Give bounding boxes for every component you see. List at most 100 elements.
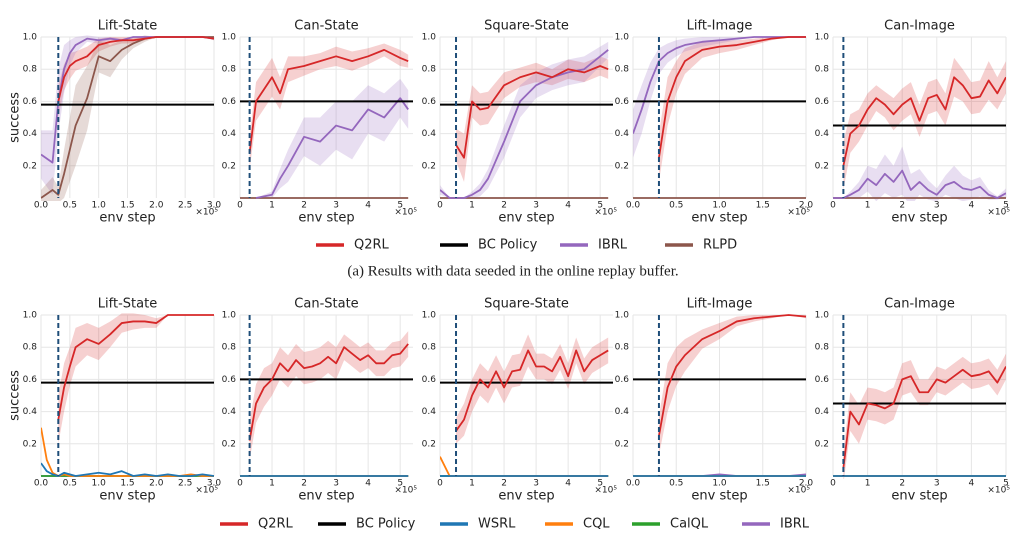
x-axis-label: env step: [891, 489, 947, 504]
y-tick-label: 1.0: [615, 33, 630, 43]
subplot-title: Lift-State: [98, 19, 157, 34]
series-line: [255, 97, 409, 199]
y-tick-label: 0.4: [815, 129, 830, 139]
plot-area: [41, 35, 214, 201]
y-tick-label: 1.0: [422, 33, 437, 43]
series-line: [440, 49, 609, 199]
plot-area: [633, 314, 806, 477]
subplot-title: Square-State: [484, 297, 569, 312]
x-tick-label: 0.5: [63, 479, 77, 489]
y-tick-label: 0.6: [615, 97, 630, 107]
y-tick-label: 1.0: [23, 311, 38, 321]
x-scale-label: ×10⁵: [787, 486, 810, 496]
x-tick-label: 2.0: [799, 479, 814, 489]
x-tick-label: 1: [469, 479, 475, 489]
y-tick-label: 0.2: [222, 161, 236, 171]
x-scale-label: ×10⁵: [787, 208, 810, 218]
y-tick-label: 0.6: [23, 97, 38, 107]
x-tick-label: 1: [269, 479, 275, 489]
x-tick-label: 2: [501, 201, 507, 211]
x-axis-label: env step: [298, 489, 354, 504]
y-tick-label: 0.4: [23, 407, 38, 417]
x-tick-label: 0.0: [626, 201, 641, 211]
series-line: [842, 366, 1006, 469]
series-line: [455, 349, 609, 432]
x-scale-label: ×10⁵: [594, 486, 617, 496]
x-axis-label: env step: [498, 211, 554, 226]
y-tick-label: 0.8: [615, 65, 630, 75]
y-tick-label: 0.4: [615, 407, 630, 417]
series-line: [440, 456, 609, 477]
y-tick-label: 0.4: [23, 129, 38, 139]
series-line: [455, 65, 609, 159]
plot-area: [833, 353, 1006, 479]
x-axis-label: env step: [691, 489, 747, 504]
legend-label: Q2RL: [354, 238, 390, 253]
error-band: [456, 334, 609, 444]
plot-area: [440, 41, 613, 199]
x-tick-label: 5: [597, 479, 603, 489]
x-scale-label: ×10⁵: [987, 208, 1010, 218]
x-tick-label: 2.0: [799, 201, 814, 211]
y-tick-label: 0.2: [23, 439, 37, 449]
x-tick-label: 5: [397, 479, 403, 489]
subplot-title: Can-Image: [884, 19, 955, 34]
x-tick-label: 0.0: [626, 479, 641, 489]
x-tick-label: 1: [865, 479, 871, 489]
x-tick-label: 1: [469, 201, 475, 211]
y-axis-label: success: [8, 370, 23, 421]
x-tick-label: 4: [969, 479, 975, 489]
caption: (a) Results with data seeded in the onli…: [347, 263, 678, 279]
y-tick-label: 0.4: [422, 407, 437, 417]
x-tick-label: 3: [934, 201, 940, 211]
x-tick-label: 1.0: [92, 201, 107, 211]
x-tick-label: 3: [533, 479, 539, 489]
series-line: [57, 36, 214, 102]
x-axis-label: env step: [498, 489, 554, 504]
error-band: [249, 43, 409, 170]
y-tick-label: 0.2: [815, 161, 829, 171]
x-tick-label: 0: [437, 201, 443, 211]
x-tick-label: 3: [934, 479, 940, 489]
y-tick-label: 0.8: [222, 65, 237, 75]
x-tick-label: 4: [969, 201, 975, 211]
x-tick-label: 0: [237, 479, 243, 489]
x-tick-label: 2: [301, 201, 307, 211]
series-line: [633, 36, 806, 134]
x-tick-label: 0: [830, 479, 836, 489]
y-tick-label: 0.2: [222, 439, 236, 449]
x-tick-label: 3.0: [207, 479, 222, 489]
x-tick-label: 5: [397, 201, 403, 211]
x-tick-label: 3: [333, 479, 339, 489]
plot-area: [440, 334, 613, 477]
y-tick-label: 1.0: [422, 311, 437, 321]
x-axis-label: env step: [891, 211, 947, 226]
subplot-title: Lift-State: [98, 297, 157, 312]
legend-label: WSRL: [478, 517, 516, 532]
x-tick-label: 1.0: [712, 201, 727, 211]
x-tick-label: 4: [365, 201, 371, 211]
y-tick-label: 1.0: [615, 311, 630, 321]
y-tick-label: 0.2: [615, 439, 629, 449]
x-tick-label: 0.5: [669, 201, 683, 211]
y-tick-label: 0.8: [23, 343, 38, 353]
y-tick-label: 0.4: [815, 407, 830, 417]
plot-area: [833, 57, 1006, 201]
subplot-title: Square-State: [484, 19, 569, 34]
y-tick-label: 0.2: [422, 161, 436, 171]
series-line: [57, 314, 214, 420]
plot-area: [240, 43, 413, 199]
y-tick-label: 0.6: [422, 97, 437, 107]
subplot-title: Can-Image: [884, 297, 955, 312]
y-tick-label: 0.6: [222, 375, 237, 385]
series-line: [833, 169, 1006, 199]
y-tick-label: 0.8: [815, 343, 830, 353]
y-tick-label: 0.2: [615, 161, 629, 171]
x-tick-label: 5: [1003, 479, 1009, 489]
x-tick-label: 1.0: [712, 479, 727, 489]
subplot-title: Can-State: [294, 19, 358, 34]
x-tick-label: 1: [865, 201, 871, 211]
plot-area: [633, 36, 806, 199]
x-tick-label: 2.0: [149, 201, 164, 211]
